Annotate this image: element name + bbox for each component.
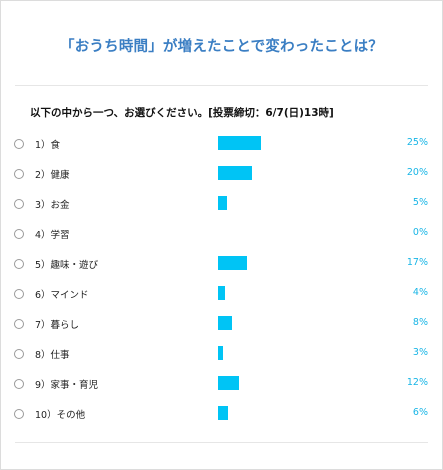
- radio-button[interactable]: [14, 349, 24, 359]
- result-bar: [218, 346, 224, 360]
- option-percent: 8%: [412, 317, 428, 328]
- poll-option-4[interactable]: 4）学習 0%: [1, 225, 443, 245]
- poll-option-10[interactable]: 10）その他 6%: [1, 405, 443, 425]
- result-bar: [218, 166, 253, 180]
- poll-option-7[interactable]: 7）暮らし 8%: [1, 315, 443, 335]
- option-label: 8）仕事: [35, 350, 70, 361]
- radio-button[interactable]: [14, 319, 24, 329]
- divider: [15, 442, 428, 443]
- option-label: 10）その他: [35, 410, 86, 421]
- result-bar: [218, 256, 248, 270]
- result-bar: [218, 196, 227, 210]
- radio-button[interactable]: [14, 379, 24, 389]
- option-percent: 6%: [412, 407, 428, 418]
- option-percent: 20%: [406, 167, 428, 178]
- radio-button[interactable]: [14, 139, 24, 149]
- result-bar: [218, 316, 232, 330]
- option-label: 4）学習: [35, 230, 70, 241]
- poll-question: 以下の中から一つ、お選びください。[投票締切：6/7(日)13時]: [30, 107, 334, 119]
- radio-button[interactable]: [14, 409, 24, 419]
- poll-option-3[interactable]: 3）お金 5%: [1, 195, 443, 215]
- poll-option-1[interactable]: 1）食 25%: [1, 135, 443, 155]
- poll-title: 「おうち時間」が増えたことで変わったことは？: [60, 39, 383, 55]
- poll-option-6[interactable]: 6）マインド 4%: [1, 285, 443, 305]
- option-percent: 5%: [412, 197, 428, 208]
- radio-button[interactable]: [14, 229, 24, 239]
- result-bar: [218, 376, 239, 390]
- option-label: 7）暮らし: [35, 320, 80, 331]
- radio-button[interactable]: [14, 289, 24, 299]
- option-label: 2）健康: [35, 170, 70, 181]
- result-bar: [218, 286, 225, 300]
- option-label: 3）お金: [35, 200, 70, 211]
- option-percent: 12%: [406, 377, 428, 388]
- poll-option-2[interactable]: 2）健康 20%: [1, 165, 443, 185]
- poll-option-5[interactable]: 5）趣味・遊び 17%: [1, 255, 443, 275]
- radio-button[interactable]: [14, 199, 24, 209]
- option-label: 5）趣味・遊び: [35, 260, 99, 271]
- divider: [15, 85, 428, 86]
- option-percent: 4%: [412, 287, 428, 298]
- result-bar: [218, 406, 229, 420]
- option-label: 9）家事・育児: [35, 380, 99, 391]
- poll-option-8[interactable]: 8）仕事 3%: [1, 345, 443, 365]
- result-bar: [218, 136, 261, 150]
- option-label: 1）食: [35, 140, 61, 151]
- option-label: 6）マインド: [35, 290, 89, 301]
- option-percent: 25%: [406, 137, 428, 148]
- radio-button[interactable]: [14, 169, 24, 179]
- option-percent: 17%: [406, 257, 428, 268]
- poll-option-9[interactable]: 9）家事・育児 12%: [1, 375, 443, 395]
- option-percent: 3%: [412, 347, 428, 358]
- radio-button[interactable]: [14, 259, 24, 269]
- option-percent: 0%: [412, 227, 428, 238]
